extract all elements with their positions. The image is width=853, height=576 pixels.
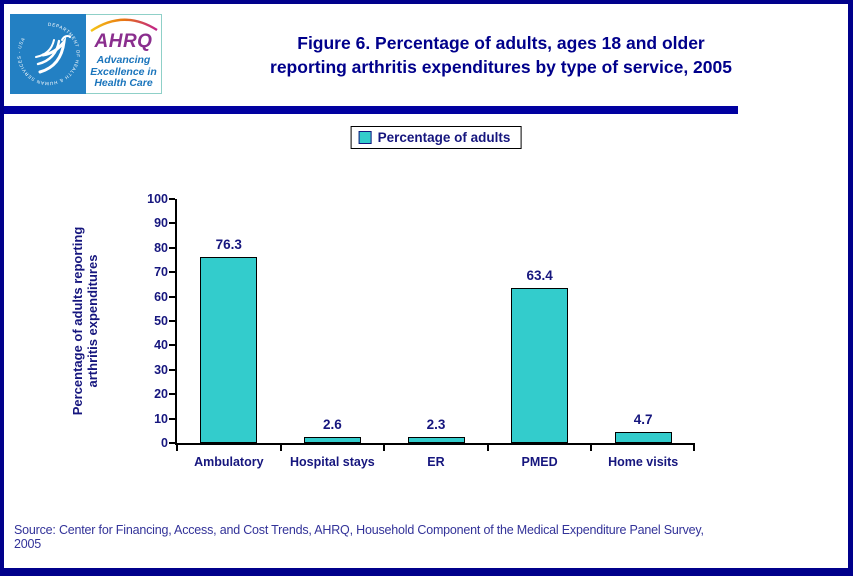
rainbow-arc-icon <box>90 18 158 32</box>
y-axis-tick <box>169 393 175 396</box>
x-axis-tick <box>383 445 386 451</box>
x-axis-tick <box>279 445 282 451</box>
y-axis-tick <box>169 417 175 420</box>
y-axis-tick <box>169 295 175 298</box>
y-axis-tick-label: 40 <box>154 338 168 353</box>
bar-chart: Percentage of adults reporting arthritis… <box>4 4 848 568</box>
y-axis-tick <box>169 320 175 322</box>
y-axis-tick <box>169 246 175 249</box>
y-axis-tick-label: 80 <box>154 240 168 255</box>
y-axis-tick <box>169 222 175 225</box>
y-axis-tick <box>169 344 175 347</box>
legend-swatch-icon <box>358 131 372 144</box>
x-axis-category-label: Home visits <box>608 455 679 469</box>
bar-value-label: 63.4 <box>526 268 553 283</box>
x-axis-category-label: Hospital stays <box>290 455 375 469</box>
ahrq-tagline-line: Advancing <box>96 54 151 66</box>
y-axis-tick-label: 30 <box>154 362 168 377</box>
x-axis-tick <box>486 445 489 451</box>
x-axis-tick <box>176 445 178 451</box>
source-note-line: Source: Center for Financing, Access, an… <box>14 523 704 537</box>
ahrq-hhs-logo: DEPARTMENT OF HEALTH & HUMAN SERVICES - … <box>10 14 162 94</box>
bar-value-label: 2.3 <box>426 417 446 432</box>
x-axis-category-label: Ambulatory <box>194 455 264 469</box>
chart-legend: Percentage of adults <box>350 126 522 149</box>
bar <box>407 437 465 443</box>
header-divider <box>4 106 738 114</box>
y-axis-tick-label: 10 <box>154 411 168 426</box>
y-axis-tick-label: 60 <box>154 289 168 304</box>
plot-area <box>175 199 695 445</box>
y-axis-tick <box>169 442 175 444</box>
y-axis-title-line: Percentage of adults reporting <box>70 226 85 416</box>
y-axis-tick-label: 0 <box>161 436 168 450</box>
ahrq-logo: AHRQ Advancing Excellence in Health Care <box>86 14 162 94</box>
legend-label: Percentage of adults <box>377 130 511 145</box>
y-axis-tick-label: 100 <box>147 192 168 206</box>
source-note-line: 2005 <box>14 537 42 551</box>
bar-value-label: 2.6 <box>323 417 342 432</box>
bar <box>614 432 672 443</box>
x-axis-category-label: ER <box>427 455 445 469</box>
bar-value-label: 76.3 <box>215 237 242 252</box>
ahrq-wordmark: AHRQ <box>94 31 153 52</box>
y-axis-title: Percentage of adults reporting arthritis… <box>70 227 100 416</box>
bar <box>303 437 361 443</box>
ahrq-tagline-line: Health Care <box>94 77 153 89</box>
y-axis-tick-label: 90 <box>154 216 168 231</box>
ahrq-tagline-line: Excellence in <box>90 65 157 78</box>
bar <box>511 288 569 443</box>
y-axis-title-line: arthritis expenditures <box>85 254 100 388</box>
bar-value-label: 4.7 <box>633 412 653 427</box>
x-axis-category-label: PMED <box>521 455 558 469</box>
figure-title-line: Figure 6. Percentage of adults, ages 18 … <box>297 33 705 53</box>
figure-title: Figure 6. Percentage of adults, ages 18 … <box>172 31 830 79</box>
figure-title-line: reporting arthritis expenditures by type… <box>270 57 732 77</box>
y-axis-tick <box>169 368 175 371</box>
ahrq-tagline: Advancing Excellence in Health Care <box>90 54 157 90</box>
y-axis-tick-label: 20 <box>154 387 168 402</box>
x-axis-tick <box>693 445 695 451</box>
bar <box>200 257 258 443</box>
y-axis-tick <box>169 271 175 274</box>
x-axis-tick <box>590 445 593 451</box>
hhs-eagle-icon: DEPARTMENT OF HEALTH & HUMAN SERVICES - … <box>17 22 80 86</box>
y-axis-tick-label: 70 <box>154 265 168 280</box>
y-axis-tick <box>169 198 175 200</box>
source-note: Source: Center for Financing, Access, an… <box>14 523 820 551</box>
y-axis-tick-label: 50 <box>154 314 168 328</box>
hhs-logo: DEPARTMENT OF HEALTH & HUMAN SERVICES - … <box>10 14 86 94</box>
